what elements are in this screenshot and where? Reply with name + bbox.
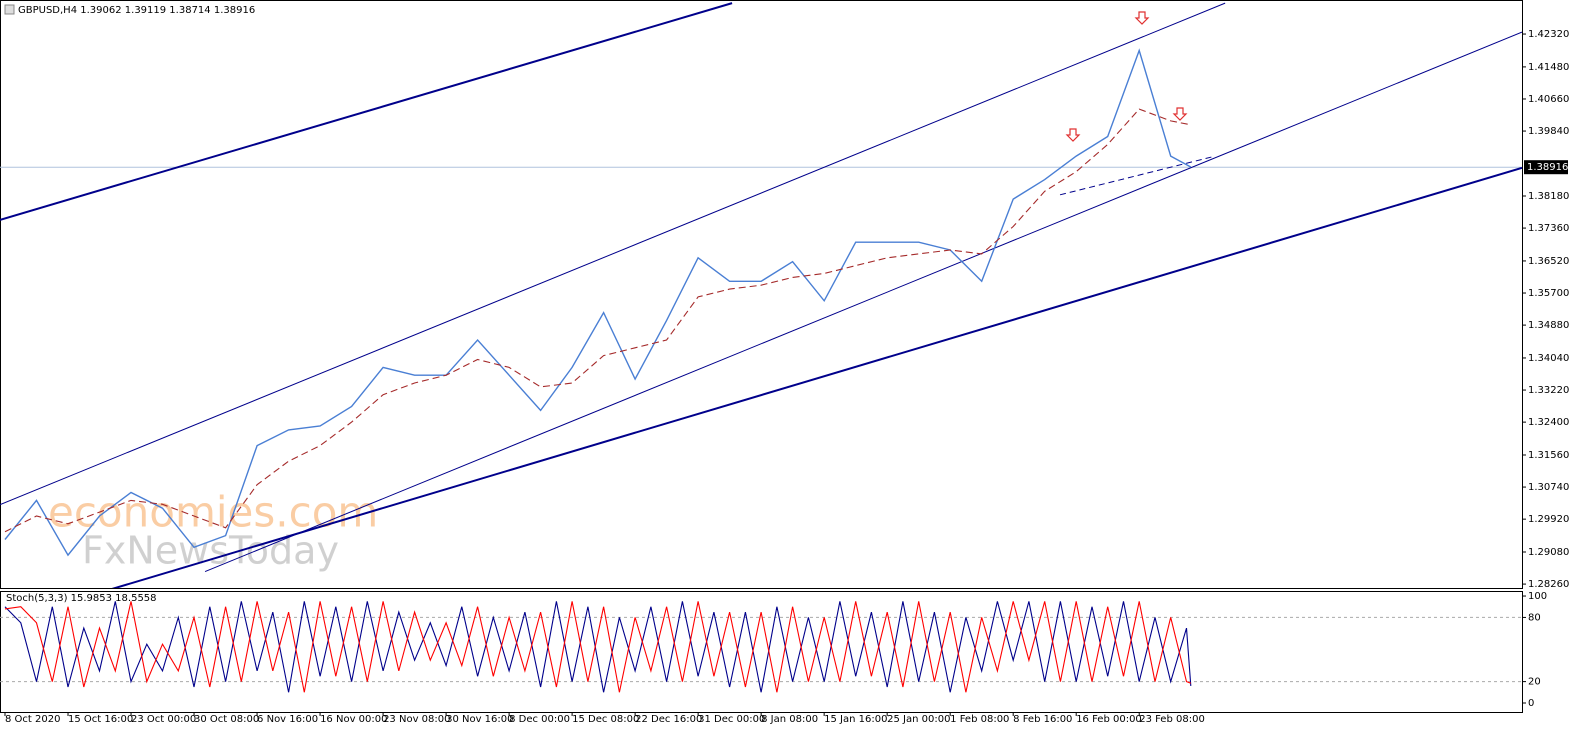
trend-line [0,2,733,221]
y-tick-label: 1.29920 [1528,514,1569,525]
trend-line [0,2,1226,506]
y-tick-label: 80 [1528,612,1541,623]
y-tick-label: 1.42320 [1528,29,1569,40]
watermark: FxNewsToday [82,529,339,573]
y-tick-label: 1.34040 [1528,353,1569,364]
series-line [4,601,1192,693]
x-tick-label: 16 Nov 00:00 [320,714,387,725]
y-tick-label: 1.33220 [1528,385,1569,396]
y-tick-label: 1.38180 [1528,191,1569,202]
stoch-frame [0,591,1523,713]
x-tick-label: 30 Oct 08:00 [194,714,259,725]
x-tick-label: 16 Feb 00:00 [1076,714,1142,725]
y-tick-label: 1.40660 [1528,94,1569,105]
x-tick-label: 31 Dec 00:00 [698,714,765,725]
x-tick-label: 15 Oct 16:00 [68,714,133,725]
x-tick-label: 15 Dec 08:00 [572,714,639,725]
y-tick-label: 1.35700 [1528,288,1569,299]
y-tick-label: 1.28260 [1528,579,1569,590]
x-tick-label: 8 Feb 16:00 [1013,714,1072,725]
y-tick-label: 1.37360 [1528,223,1569,234]
x-tick-label: 15 Jan 16:00 [824,714,887,725]
y-tick-label: 1.36520 [1528,256,1569,267]
indicator-title: Stoch(5,3,3) 15.9853 18.5558 [6,593,157,604]
y-tick-label: 0 [1528,698,1534,709]
arrows [1065,11,1188,142]
x-tick-label: 1 Feb 08:00 [950,714,1009,725]
x-tick-label: 30 Nov 16:00 [446,714,513,725]
last-price-label: 1.38916 [1527,162,1568,173]
down-arrow [1134,11,1150,25]
y-tick-label: 1.41480 [1528,62,1569,73]
axes: 1.42320 1.41480 1.40660 1.39840 1.38180 1.373… [4,29,1569,725]
series-line [4,108,1191,533]
last-price-box [1524,160,1568,175]
x-tick-label: 8 Jan 08:00 [761,714,818,725]
series-line [4,48,1192,557]
x-tick-label: 22 Dec 16:00 [635,714,702,725]
x-tick-label: 25 Jan 00:00 [887,714,950,725]
watermark: economies.com [48,488,378,537]
x-tick-label: 8 Dec 00:00 [509,714,570,725]
x-tick-label: 23 Oct 00:00 [131,714,196,725]
y-tick-label: 20 [1528,677,1541,688]
y-tick-label: 1.39840 [1528,126,1569,137]
main-frame [0,0,1523,589]
y-tick-label: 100 [1528,591,1547,602]
y-tick-label: 1.32400 [1528,417,1569,428]
down-arrow [1065,128,1081,142]
trend-line [1059,156,1213,196]
y-tick-label: 1.34880 [1528,320,1569,331]
y-tick-label: 1.29080 [1528,547,1569,558]
trend-line [111,166,1522,588]
series-line [4,601,1191,693]
x-tick-label: 6 Nov 16:00 [257,714,318,725]
main-plot: economies.com FxNewsToday [0,2,1522,588]
x-tick-label: 8 Oct 2020 [5,714,60,725]
trend-line [204,31,1522,573]
x-tick-label: 23 Nov 08:00 [383,714,450,725]
symbol-icon [4,4,15,15]
y-tick-label: 1.31560 [1528,450,1569,461]
chart-title: GBPUSD,H4 1.39062 1.39119 1.38714 1.3891… [18,5,255,16]
x-tick-label: 23 Feb 08:00 [1139,714,1205,725]
y-tick-label: 1.30740 [1528,482,1569,493]
down-arrow [1172,107,1188,121]
stoch-plot [0,601,1522,693]
